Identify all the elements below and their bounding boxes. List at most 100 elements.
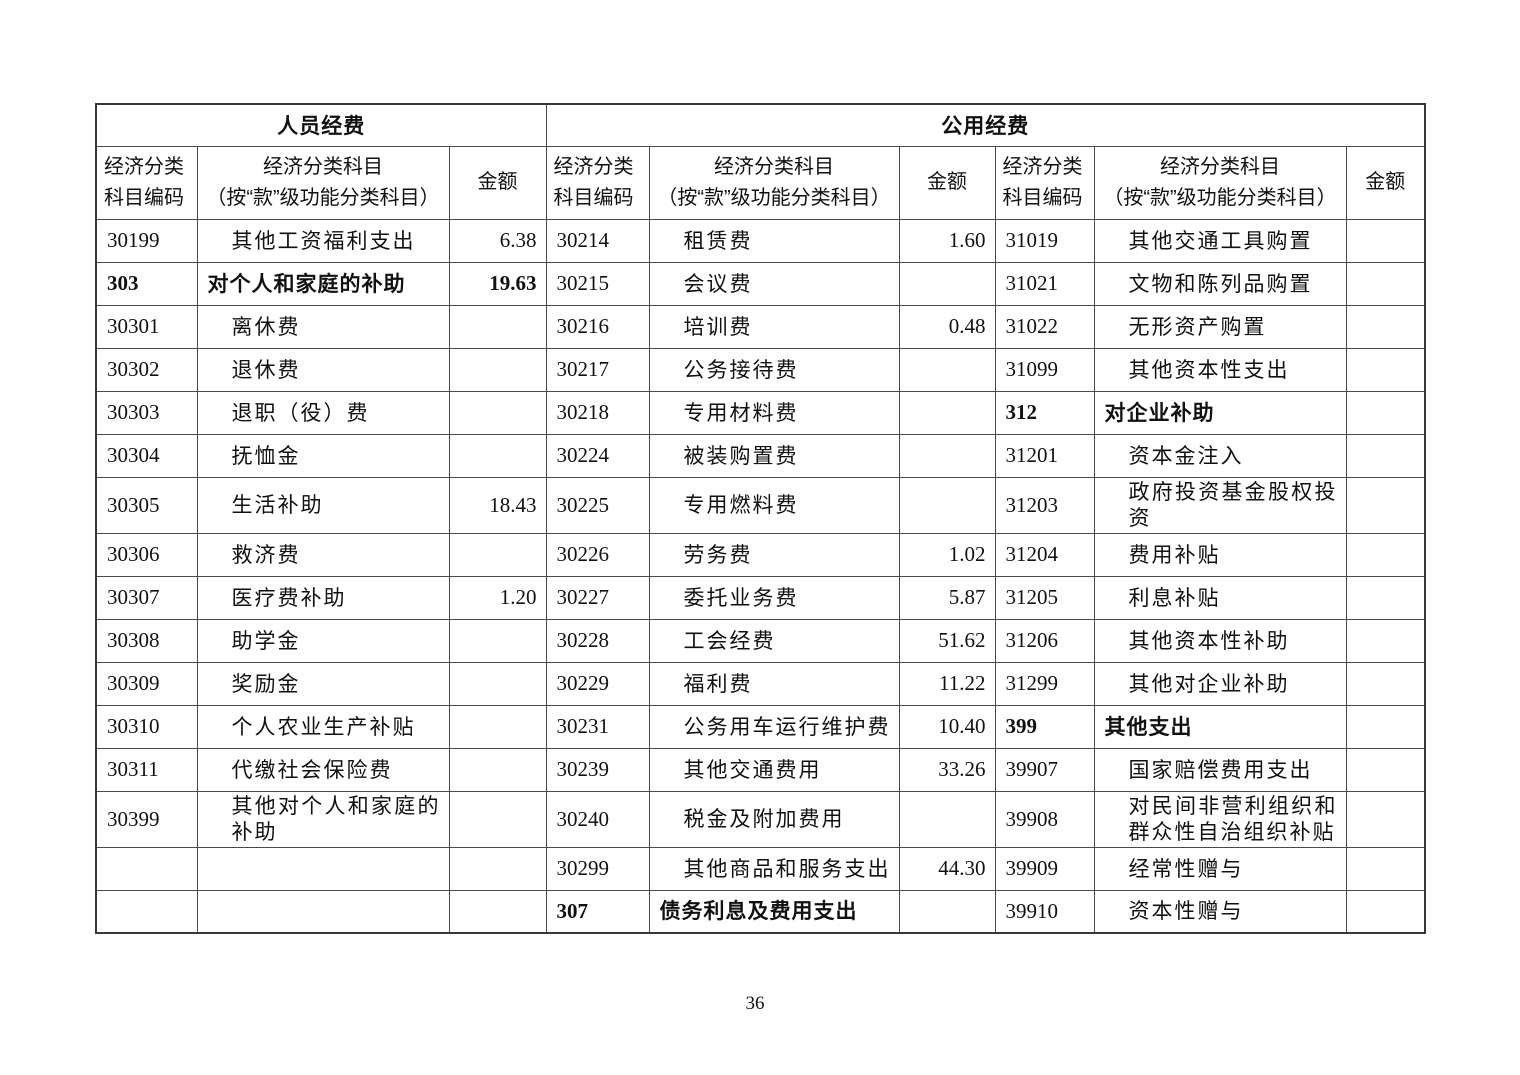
subject-cell: 退休费 <box>196 347 450 392</box>
code-cell: 30304 <box>95 433 198 478</box>
amount-cell <box>898 889 996 934</box>
subject-cell: 国家赔偿费用支出 <box>1093 747 1347 792</box>
subject-cell: 其他交通工具购置 <box>1093 218 1347 263</box>
subject-cell: 其他资本性支出 <box>1093 347 1347 392</box>
amount-cell <box>1345 790 1426 848</box>
subject-cell: 对企业补助 <box>1093 390 1347 435</box>
amount-cell: 0.48 <box>898 304 996 349</box>
amount-cell <box>448 846 547 891</box>
code-cell: 39907 <box>994 747 1095 792</box>
subject-cell: 公务接待费 <box>648 347 900 392</box>
table-row: 30308 助学金 30228 工会经费 51.62 31206 其他资本性补助 <box>95 618 1426 663</box>
code-cell: 31021 <box>994 261 1095 306</box>
code-cell: 39908 <box>994 790 1095 848</box>
amount-cell: 18.43 <box>448 476 547 534</box>
subject-cell: 税金及附加费用 <box>648 790 900 848</box>
table-row: 30307 医疗费补助 1.20 30227 委托业务费 5.87 31205 利息补贴 <box>95 575 1426 620</box>
code-cell: 31022 <box>994 304 1095 349</box>
code-cell: 30309 <box>95 661 198 706</box>
amount-cell <box>1345 889 1426 934</box>
table-row: 307 债务利息及费用支出 39910 资本性赠与 <box>95 889 1426 934</box>
subject-cell: 文物和陈列品购置 <box>1093 261 1347 306</box>
amount-cell <box>448 704 547 749</box>
code-cell: 312 <box>994 390 1095 435</box>
subject-cell: 生活补助 <box>196 476 450 534</box>
amount-cell <box>898 790 996 848</box>
table-row: 30399 其他对个人和家庭的补助 30240 税金及附加费用 39908 对民间非营利组… <box>95 790 1426 848</box>
subject-cell: 经常性赠与 <box>1093 846 1347 891</box>
amount-cell <box>1345 304 1426 349</box>
subject-cell: 政府投资基金股权投资 <box>1093 476 1347 534</box>
amount-cell: 44.30 <box>898 846 996 891</box>
code-cell: 30225 <box>545 476 650 534</box>
amount-cell <box>1345 575 1426 620</box>
code-cell: 30302 <box>95 347 198 392</box>
code-cell: 30227 <box>545 575 650 620</box>
code-cell: 30399 <box>95 790 198 848</box>
subject-cell: 离休费 <box>196 304 450 349</box>
subject-cell: 其他支出 <box>1093 704 1347 749</box>
code-cell: 30306 <box>95 532 198 577</box>
amount-cell <box>1345 433 1426 478</box>
amount-cell <box>1345 747 1426 792</box>
code-cell: 30303 <box>95 390 198 435</box>
subject-cell: 劳务费 <box>648 532 900 577</box>
subject-header: 经济分类科目 （按“款”级功能分类科目） <box>648 145 900 220</box>
subject-cell <box>196 889 450 934</box>
table-row: 30304 抚恤金 30224 被装购置费 31201 资本金注入 <box>95 433 1426 478</box>
header-line: 经济分类 <box>1002 155 1083 178</box>
amount-cell <box>448 532 547 577</box>
subject-cell: 其他交通费用 <box>648 747 900 792</box>
amount-cell: 1.20 <box>448 575 547 620</box>
header-line: 科目编码 <box>1002 186 1083 209</box>
code-cell: 30299 <box>545 846 650 891</box>
table-row: 30309 奖励金 30229 福利费 11.22 31299 其他对企业补助 <box>95 661 1426 706</box>
amount-cell <box>448 661 547 706</box>
header-line: （按“款”级功能分类科目） <box>206 186 440 209</box>
code-header: 经济分类 科目编码 <box>994 145 1095 220</box>
subject-cell: 福利费 <box>648 661 900 706</box>
amount-cell <box>1345 618 1426 663</box>
amount-cell <box>898 433 996 478</box>
amount-cell <box>1345 846 1426 891</box>
table-row: 30303 退职（役）费 30218 专用材料费 312 对企业补助 <box>95 390 1426 435</box>
subject-cell: 专用材料费 <box>648 390 900 435</box>
page-number: 36 <box>745 993 765 1014</box>
amount-header: 金额 <box>1345 145 1426 220</box>
amount-cell <box>448 747 547 792</box>
table-row: 30310 个人农业生产补贴 30231 公务用车运行维护费 10.40 399 其他支出 <box>95 704 1426 749</box>
amount-cell <box>898 261 996 306</box>
header-line: （按“款”级功能分类科目） <box>657 186 891 209</box>
subject-cell: 委托业务费 <box>648 575 900 620</box>
code-cell: 30308 <box>95 618 198 663</box>
amount-cell <box>1345 261 1426 306</box>
subject-cell: 租赁费 <box>648 218 900 263</box>
subject-cell: 其他对企业补助 <box>1093 661 1347 706</box>
code-cell: 399 <box>994 704 1095 749</box>
amount-cell <box>1345 218 1426 263</box>
subject-header: 经济分类科目 （按“款”级功能分类科目） <box>196 145 450 220</box>
subject-cell: 费用补贴 <box>1093 532 1347 577</box>
code-cell: 30240 <box>545 790 650 848</box>
header-line: 科目编码 <box>104 186 184 209</box>
code-cell: 39909 <box>994 846 1095 891</box>
table-row: 30305 生活补助 18.43 30225 专用燃料费 31203 政府投资基金股权投资 <box>95 476 1426 534</box>
subject-cell: 无形资产购置 <box>1093 304 1347 349</box>
amount-cell: 51.62 <box>898 618 996 663</box>
amount-cell <box>448 433 547 478</box>
section-title-personnel: 人员经费 <box>95 103 547 147</box>
code-cell: 31204 <box>994 532 1095 577</box>
subject-cell: 专用燃料费 <box>648 476 900 534</box>
amount-cell <box>898 476 996 534</box>
subject-cell: 其他资本性补助 <box>1093 618 1347 663</box>
amount-cell: 1.02 <box>898 532 996 577</box>
table-row: 30311 代缴社会保险费 30239 其他交通费用 33.26 39907 国家赔偿费用支… <box>95 747 1426 792</box>
amount-cell: 11.22 <box>898 661 996 706</box>
header-line: 经济分类 <box>553 155 634 178</box>
code-cell: 307 <box>545 889 650 934</box>
code-cell: 30228 <box>545 618 650 663</box>
subject-cell: 助学金 <box>196 618 450 663</box>
amount-cell <box>1345 347 1426 392</box>
section-title-public: 公用经费 <box>545 103 1426 147</box>
